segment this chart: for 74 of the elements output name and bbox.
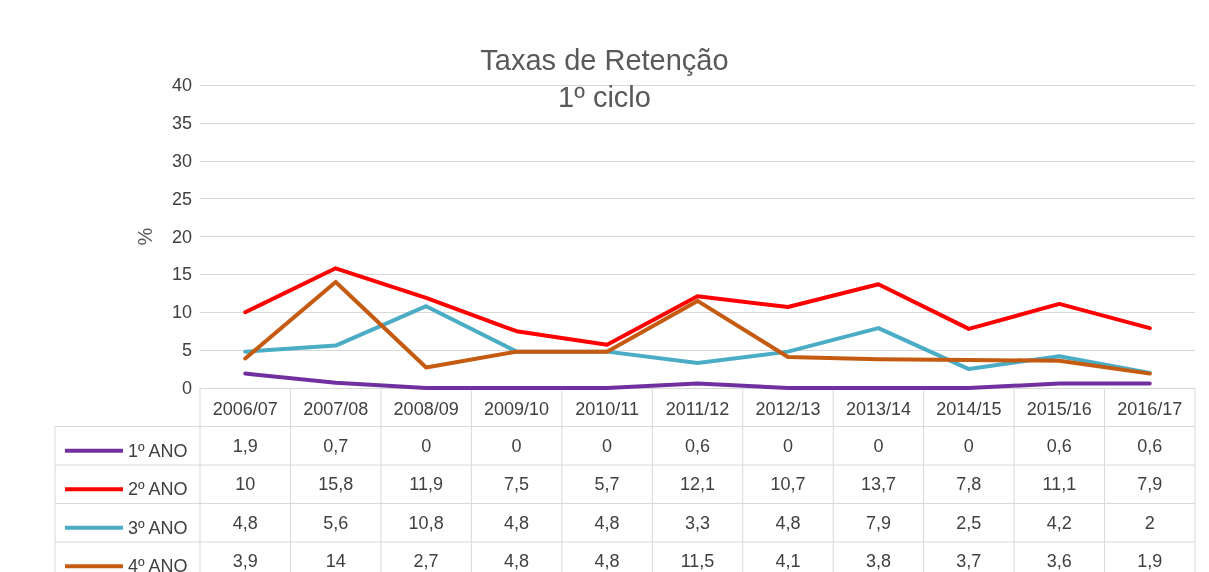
data-label: 7,8 bbox=[956, 474, 982, 495]
x-tick-label: 2006/07 bbox=[212, 399, 278, 419]
data-label: 4,8 bbox=[504, 551, 530, 572]
chart-title: Taxas de Retenção bbox=[480, 43, 729, 76]
data-label: 1,9 bbox=[232, 435, 258, 456]
y-tick-label: 5 bbox=[181, 340, 192, 361]
data-label: 12,1 bbox=[679, 474, 716, 495]
x-tick-label: 2012/13 bbox=[755, 399, 821, 419]
line-series bbox=[243, 371, 1152, 390]
y-tick-label: 40 bbox=[171, 75, 192, 95]
data-label: 0,6 bbox=[684, 435, 711, 456]
y-tick-label: 35 bbox=[171, 112, 192, 133]
x-tick-label: 2011/12 bbox=[665, 399, 730, 419]
data-label: 10,8 bbox=[408, 512, 444, 533]
y-tick-label: 20 bbox=[171, 226, 192, 247]
x-tick-label: 2016/17 bbox=[1117, 399, 1183, 419]
x-tick-label: 2008/09 bbox=[393, 399, 459, 419]
data-label: 4,8 bbox=[232, 512, 258, 533]
y-tick-label: 30 bbox=[171, 150, 192, 171]
data-label: 0,7 bbox=[323, 435, 349, 456]
legend-label: 2º ANO bbox=[128, 479, 188, 500]
data-label: 4,8 bbox=[504, 512, 530, 533]
x-tick-label: 2007/08 bbox=[303, 399, 369, 419]
legend-label: 3º ANO bbox=[128, 517, 188, 538]
data-label: 11,1 bbox=[1042, 474, 1077, 495]
data-label: 3,7 bbox=[956, 551, 982, 572]
data-label: 4,8 bbox=[775, 512, 801, 533]
x-tick-label: 2014/15 bbox=[936, 399, 1002, 419]
data-label: 0 bbox=[963, 435, 974, 456]
data-label: 7,9 bbox=[1137, 474, 1163, 495]
line-series bbox=[243, 266, 1152, 347]
x-tick-label: 2009/10 bbox=[484, 399, 550, 419]
data-label: 4,8 bbox=[594, 551, 620, 572]
data-label: 0 bbox=[873, 435, 884, 456]
data-label: 0 bbox=[421, 435, 432, 456]
chart-subtitle: 1º ciclo bbox=[558, 80, 651, 113]
data-label: 2,5 bbox=[956, 512, 982, 533]
data-label: 0 bbox=[602, 435, 613, 456]
y-tick-label: 25 bbox=[171, 188, 192, 209]
legend-label: 4º ANO bbox=[128, 556, 188, 572]
data-label: 15,8 bbox=[318, 474, 354, 495]
data-label: 3,8 bbox=[865, 551, 891, 572]
data-label: 11,5 bbox=[680, 551, 715, 572]
data-label: 5,7 bbox=[594, 474, 620, 495]
y-tick-label: 10 bbox=[171, 302, 192, 323]
data-label: 11,9 bbox=[409, 474, 443, 495]
legend-label: 1º ANO bbox=[128, 440, 188, 461]
data-label: 0,6 bbox=[1137, 435, 1163, 456]
data-label: 4,2 bbox=[1046, 512, 1072, 533]
data-label: 10,7 bbox=[770, 474, 806, 495]
data-label: 0,6 bbox=[1046, 435, 1072, 456]
data-label: 4,1 bbox=[775, 551, 801, 572]
data-label: 7,9 bbox=[865, 512, 891, 533]
line-series bbox=[243, 279, 1152, 376]
data-label: 13,7 bbox=[860, 474, 896, 495]
data-label: 2,7 bbox=[413, 551, 439, 572]
x-tick-label: 2015/16 bbox=[1026, 399, 1092, 419]
data-label: 4,8 bbox=[594, 512, 620, 533]
data-label: 0 bbox=[782, 435, 793, 456]
data-label: 0 bbox=[511, 435, 522, 456]
x-tick-label: 2010/11 bbox=[575, 399, 639, 419]
data-label: 1,9 bbox=[1137, 551, 1163, 572]
y-axis-title: % bbox=[134, 227, 156, 246]
data-label: 5,6 bbox=[323, 512, 349, 533]
data-label: 3,3 bbox=[684, 512, 711, 533]
data-label: 14 bbox=[325, 551, 346, 572]
data-label: 3,9 bbox=[232, 551, 258, 572]
data-label: 2 bbox=[1144, 512, 1155, 533]
y-tick-label: 15 bbox=[171, 264, 192, 285]
y-tick-label: 0 bbox=[181, 378, 192, 398]
data-label: 10 bbox=[235, 474, 256, 495]
data-label: 3,6 bbox=[1046, 551, 1072, 572]
x-tick-label: 2013/14 bbox=[845, 399, 911, 419]
data-label: 7,5 bbox=[504, 474, 530, 495]
